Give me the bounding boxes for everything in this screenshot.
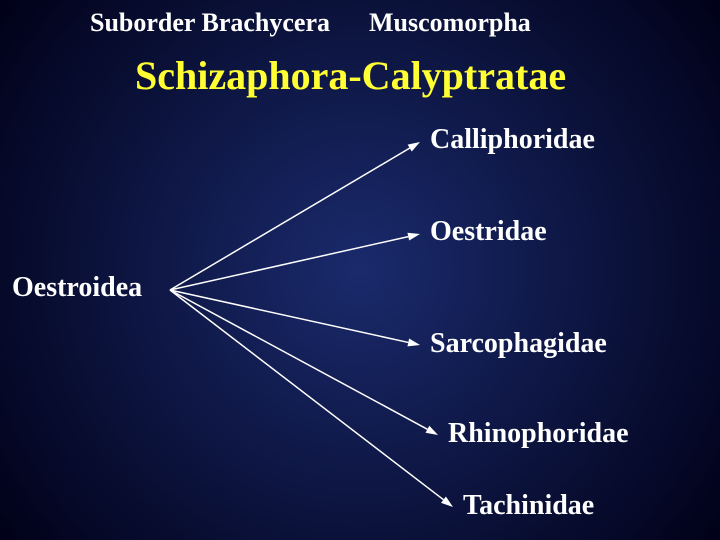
- family-rhinophoridae: Rhinophoridae: [448, 418, 629, 450]
- muscomorpha-label: Muscomorpha: [369, 8, 531, 38]
- family-calliphoridae: Calliphoridae: [430, 124, 595, 156]
- diagram-stage: Suborder Brachycera Muscomorpha Schizaph…: [0, 0, 720, 540]
- suborder-label: Suborder Brachycera: [90, 8, 330, 38]
- family-sarcophagidae: Sarcophagidae: [430, 328, 607, 360]
- title-label: Schizaphora-Calyptratae: [135, 52, 566, 99]
- oestroidea-label: Oestroidea: [12, 272, 142, 304]
- family-oestridae: Oestridae: [430, 216, 547, 248]
- family-tachinidae: Tachinidae: [463, 490, 594, 522]
